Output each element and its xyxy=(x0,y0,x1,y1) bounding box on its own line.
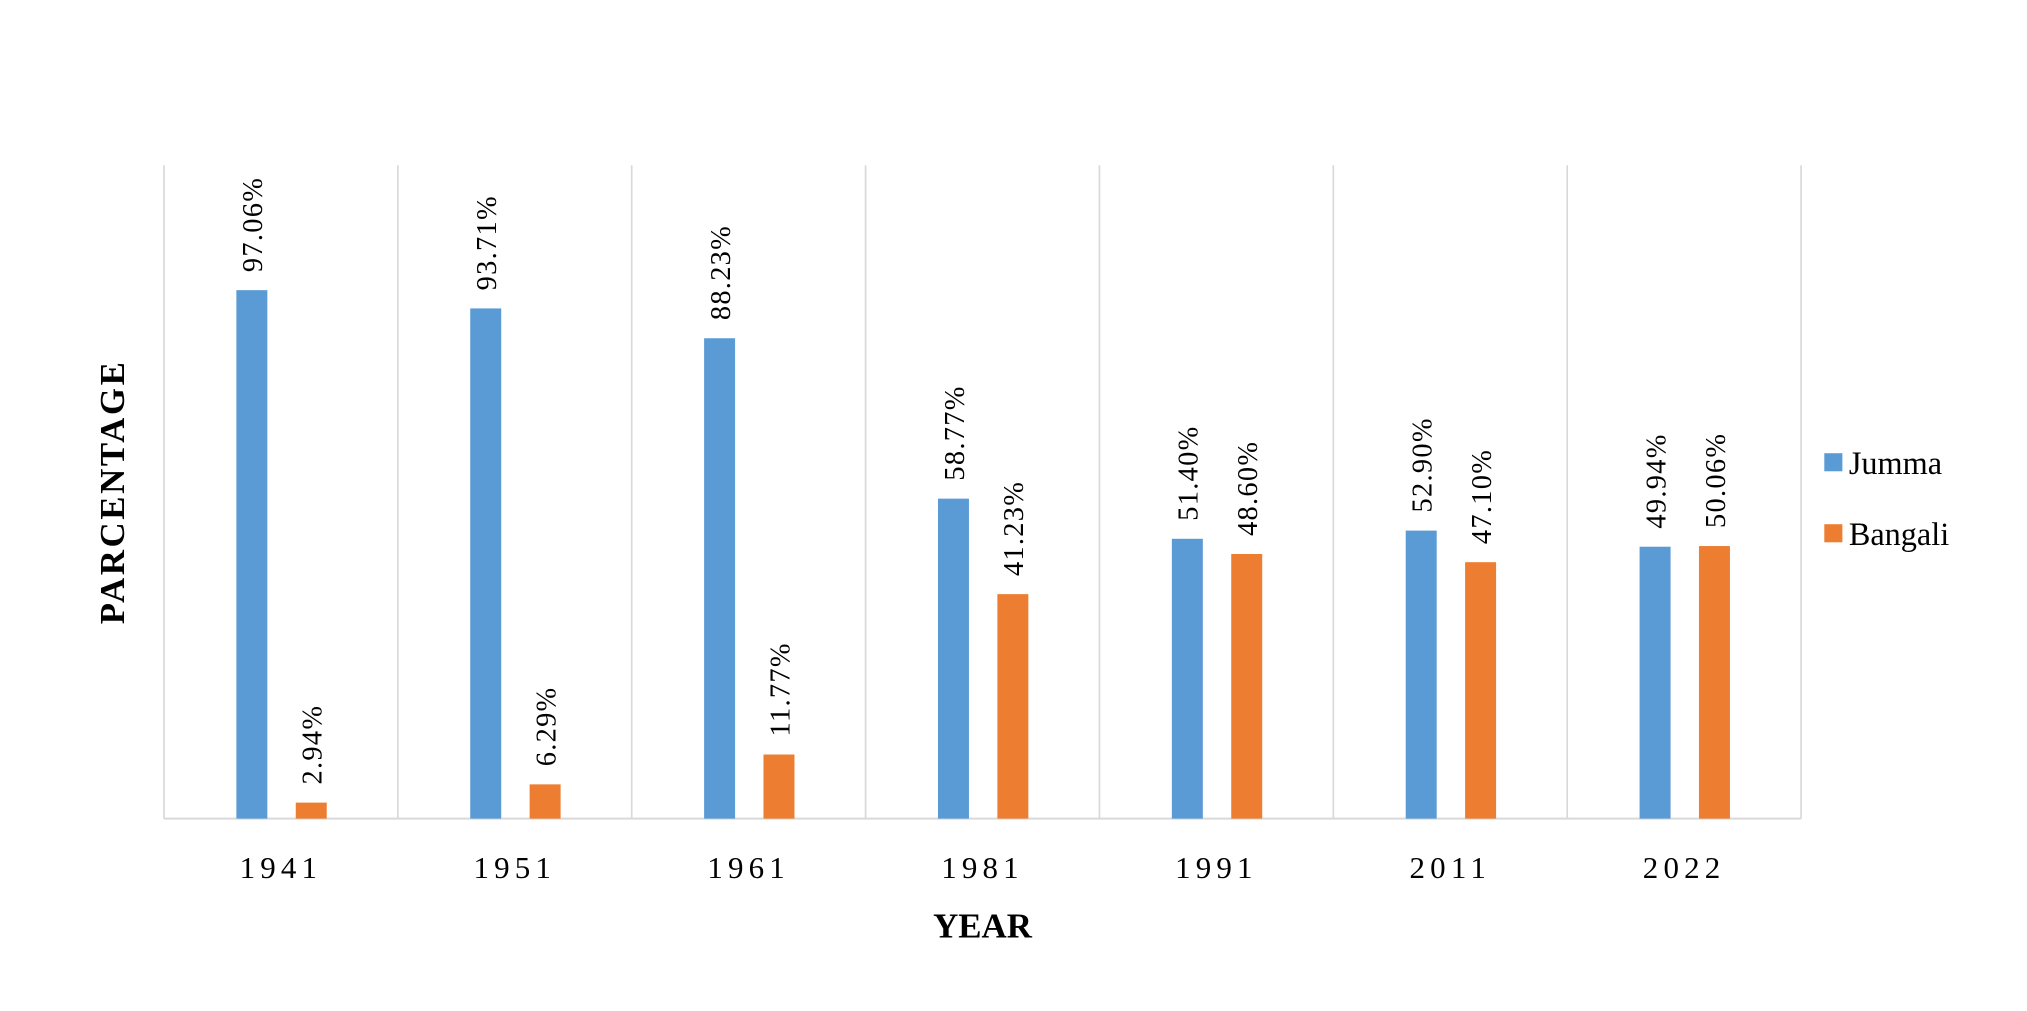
bar-jumma xyxy=(937,498,969,819)
data-label-bangali: 2.94% xyxy=(298,705,329,785)
bar-jumma xyxy=(236,290,268,819)
y-axis-title: PARCENTAGE xyxy=(93,360,132,625)
data-label-bangali: 41.23% xyxy=(999,481,1030,576)
bar-jumma xyxy=(1639,546,1671,819)
bar-jumma xyxy=(470,308,502,819)
x-tick-label: 1981 xyxy=(941,850,1024,885)
data-labels: 97.06% 2.94% 93.71% 6.29% 88.23% 11.77% 58.77%… xyxy=(238,177,1732,785)
legend-swatch-jumma xyxy=(1824,453,1843,472)
x-tick-label: 1961 xyxy=(707,850,790,885)
data-label-jumma: 51.40% xyxy=(1174,425,1205,520)
x-tick-label: 2011 xyxy=(1410,850,1491,885)
data-label-bangali: 11.77% xyxy=(765,642,796,736)
bar-jumma xyxy=(1405,530,1437,819)
x-tick-label: 1991 xyxy=(1175,850,1258,885)
data-label-jumma: 93.71% xyxy=(472,195,503,290)
data-label-jumma: 52.90% xyxy=(1408,417,1439,512)
data-label-jumma: 97.06% xyxy=(238,177,269,272)
data-label-bangali: 47.10% xyxy=(1467,449,1498,544)
bar-jumma xyxy=(1171,538,1203,819)
x-tick-labels: 1941 1951 1961 1981 1991 2011 2022 xyxy=(240,850,1726,885)
bar-bangali xyxy=(1231,554,1263,819)
x-axis-title: YEAR xyxy=(933,906,1033,945)
bar-bangali xyxy=(295,802,327,819)
bar-bangali xyxy=(1698,546,1730,819)
data-label-jumma: 88.23% xyxy=(706,225,737,320)
data-label-jumma: 49.94% xyxy=(1641,433,1672,528)
x-tick-label: 1941 xyxy=(240,850,323,885)
data-label-bangali: 6.29% xyxy=(531,686,562,766)
data-label-bangali: 48.60% xyxy=(1233,441,1264,536)
bars xyxy=(236,290,1730,819)
bar-bangali xyxy=(529,784,561,819)
x-tick-label: 1951 xyxy=(473,850,556,885)
bar-bangali xyxy=(763,754,795,819)
bar-bangali xyxy=(1465,562,1497,819)
legend-swatch-bangali xyxy=(1824,524,1843,543)
bar-jumma xyxy=(704,338,736,819)
data-label-bangali: 50.06% xyxy=(1701,433,1732,528)
x-tick-label: 2022 xyxy=(1643,850,1726,885)
legend: Jumma Bangali xyxy=(1824,445,1949,552)
bar-bangali xyxy=(997,594,1029,819)
legend-label-jumma: Jumma xyxy=(1849,445,1942,481)
data-label-jumma: 58.77% xyxy=(940,385,971,480)
legend-label-bangali: Bangali xyxy=(1849,516,1949,552)
gridlines xyxy=(163,165,1802,820)
